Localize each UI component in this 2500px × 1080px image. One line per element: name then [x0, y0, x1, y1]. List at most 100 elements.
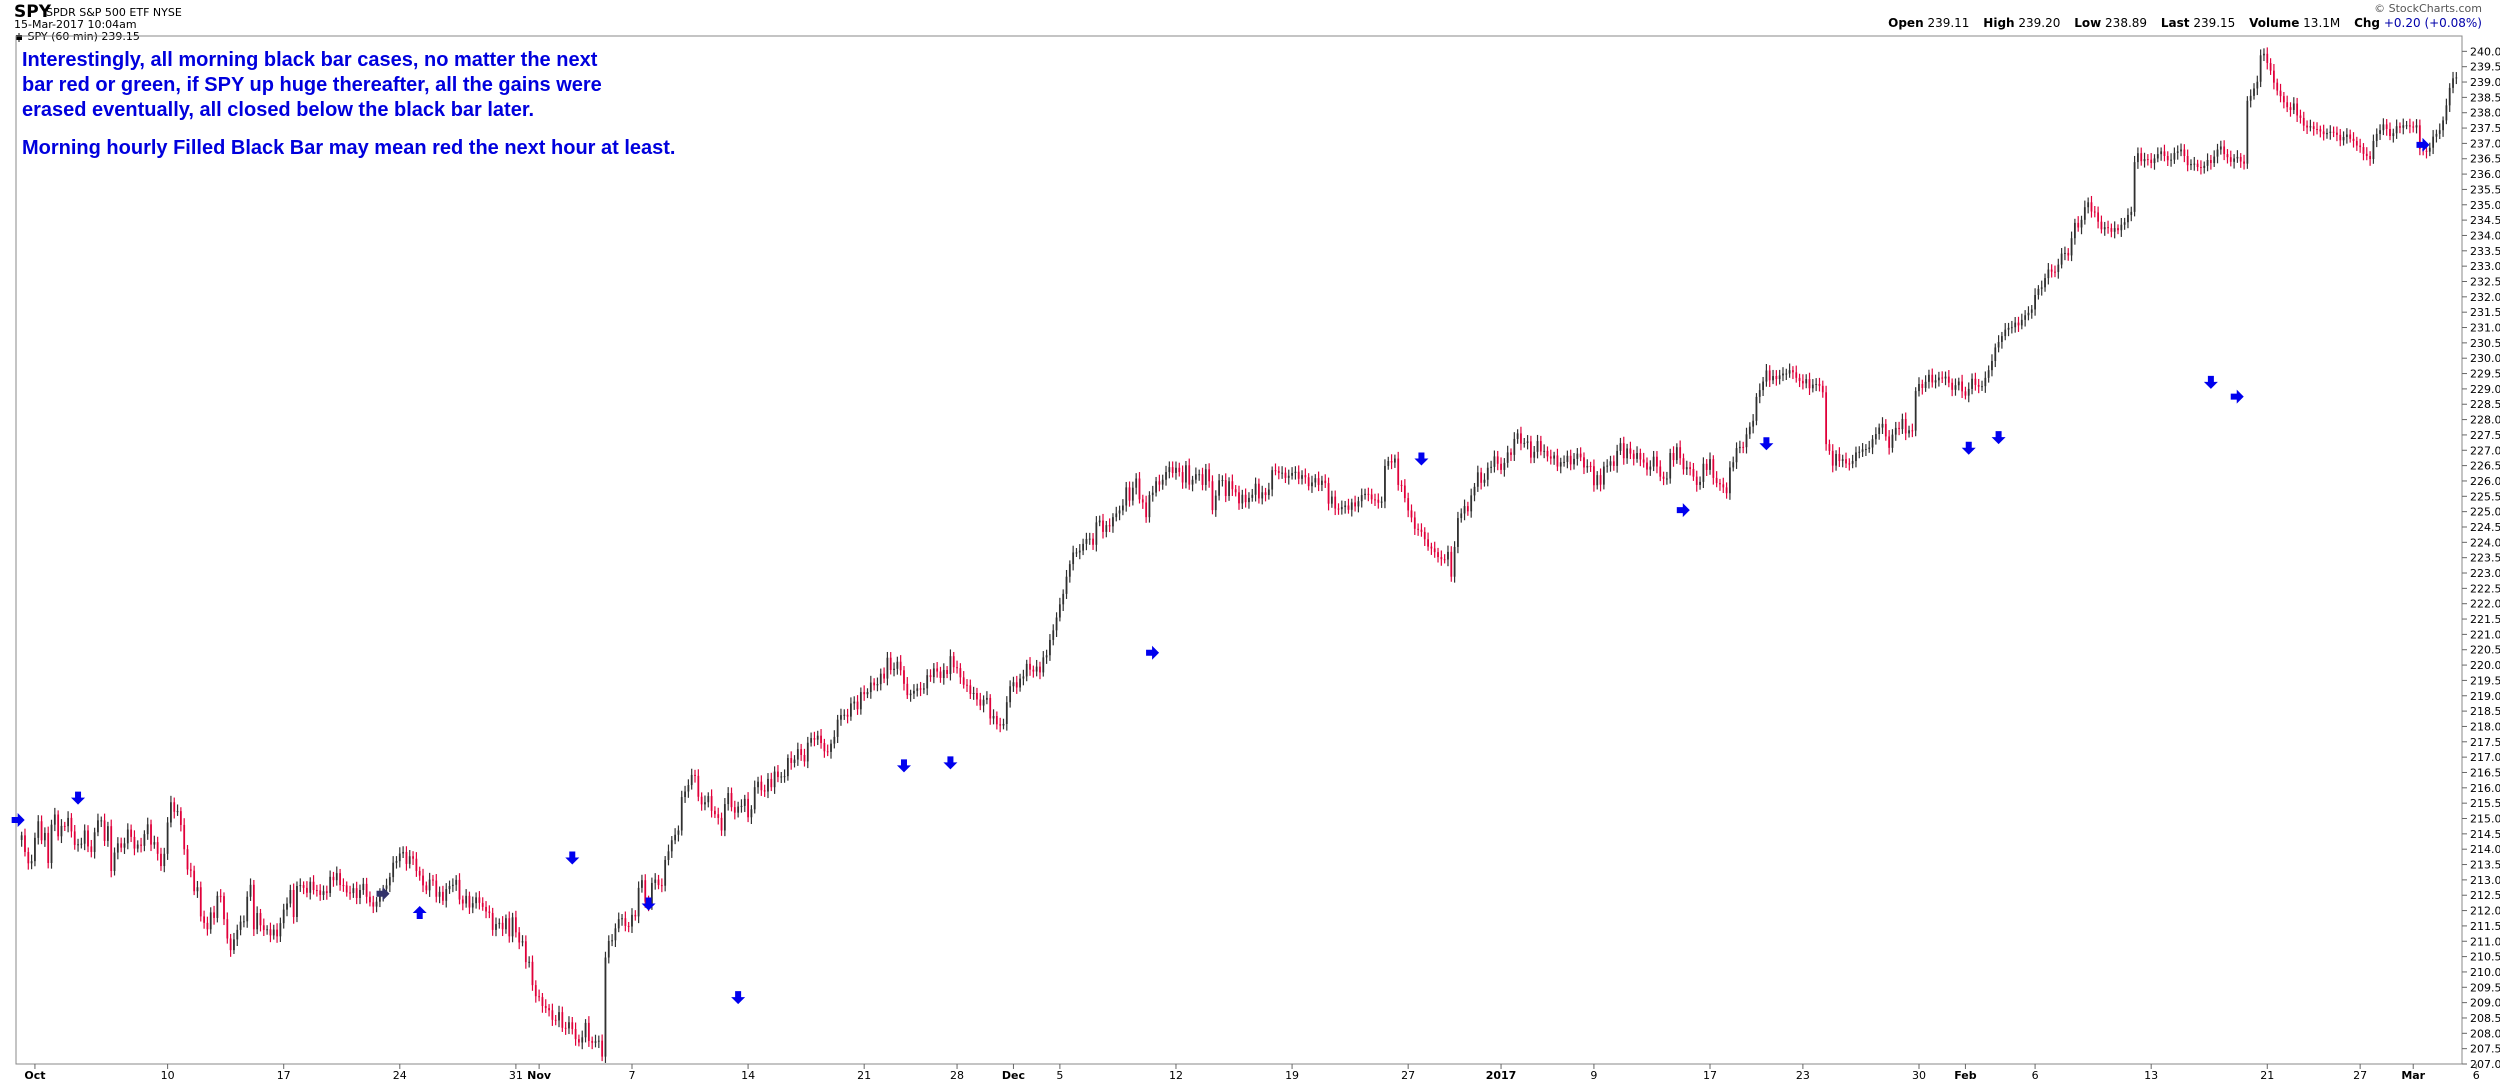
candle-body	[883, 673, 885, 679]
candle-body	[1022, 676, 1025, 679]
candle-body	[2110, 228, 2113, 232]
candle-body	[1407, 498, 1410, 511]
y-tick-label: 232.5	[2470, 275, 2500, 288]
candle-body	[1951, 382, 1954, 390]
candle-body	[1088, 538, 1091, 540]
candle-body	[830, 743, 832, 752]
candle-body	[1330, 496, 1333, 504]
annotation-arrow-down	[71, 791, 86, 805]
candle-body	[976, 692, 978, 700]
x-tick-label: 31	[509, 1069, 523, 1080]
y-tick-label: 213.5	[2470, 859, 2500, 872]
candle-body	[1851, 461, 1854, 464]
y-tick-label: 208.5	[2470, 1012, 2500, 1025]
candle-body	[375, 901, 378, 907]
candle-body	[1911, 430, 1914, 432]
candle-body	[2213, 156, 2216, 164]
y-tick-label: 230.5	[2470, 337, 2500, 350]
candle-body	[1662, 476, 1665, 479]
candle-body	[836, 719, 839, 737]
candle-body	[1072, 552, 1075, 565]
candle-body	[2067, 252, 2070, 256]
candle-body	[40, 821, 43, 841]
candle-body	[2362, 147, 2365, 154]
candle-body	[1377, 499, 1380, 503]
candle-body	[2409, 125, 2411, 127]
y-tick-label: 211.0	[2470, 935, 2500, 948]
candle-body	[757, 781, 759, 788]
candle-body	[1138, 478, 1141, 500]
candle-body	[488, 911, 491, 914]
candle-body	[481, 902, 484, 907]
x-tick-label: 17	[277, 1069, 291, 1080]
candle-body	[461, 899, 464, 904]
candle-body	[1795, 372, 1798, 378]
candle-body	[750, 809, 753, 818]
candle-body	[551, 1010, 554, 1020]
y-tick-label: 231.5	[2470, 306, 2500, 319]
candle-body	[1201, 474, 1204, 485]
candle-body	[415, 858, 418, 871]
x-tick-label: 28	[950, 1069, 964, 1080]
y-tick-label: 232.0	[2470, 291, 2500, 304]
candle-body	[186, 849, 189, 870]
candle-body	[707, 796, 710, 803]
candle-body	[720, 817, 723, 831]
candle-body	[193, 870, 196, 892]
candle-body	[1586, 465, 1589, 468]
candle-body	[1297, 471, 1300, 479]
candle-body	[335, 873, 338, 881]
candle-body	[1692, 468, 1695, 477]
y-tick-label: 214.0	[2470, 843, 2500, 856]
candle-body	[2127, 214, 2129, 223]
candle-body	[1934, 380, 1937, 383]
candle-body	[1228, 481, 1230, 496]
y-tick-label: 235.5	[2470, 183, 2500, 196]
candle-body	[889, 657, 892, 670]
candle-body	[1294, 471, 1297, 473]
candle-body	[239, 921, 242, 930]
candle-body	[886, 657, 889, 679]
candle-body	[153, 842, 156, 845]
candle-body	[309, 881, 312, 893]
ticker-symbol: SPY	[14, 2, 52, 22]
candle-body	[1748, 426, 1751, 435]
candle-body	[296, 886, 298, 918]
candle-body	[2253, 88, 2255, 96]
candle-body	[544, 1006, 547, 1009]
candle-body	[24, 835, 26, 852]
candle-body	[1178, 467, 1181, 473]
candle-body	[1460, 513, 1463, 519]
candle-body	[2064, 252, 2066, 254]
candle-body	[1599, 475, 1602, 485]
chg-label: Chg	[2354, 16, 2381, 30]
candle-body	[491, 913, 494, 930]
candle-body	[2080, 219, 2083, 228]
candle-body	[2339, 134, 2342, 141]
candle-body	[1360, 495, 1363, 502]
candle-body	[272, 929, 275, 936]
candle-body	[1480, 472, 1483, 483]
candle-body	[1188, 465, 1191, 485]
candle-body	[279, 923, 282, 937]
candle-body	[1768, 370, 1771, 381]
candle-body	[1516, 433, 1519, 439]
x-tick-label: Dec	[1002, 1069, 1025, 1080]
candle-body	[1533, 451, 1536, 458]
candle-body	[1825, 392, 1828, 445]
exchange: NYSE	[152, 6, 182, 19]
candle-body	[641, 880, 643, 888]
candle-body	[1002, 723, 1005, 726]
candle-body	[2329, 131, 2332, 133]
candle-body	[2418, 125, 2421, 149]
candle-body	[568, 1022, 570, 1029]
candle-body	[1556, 455, 1559, 467]
candle-body	[1500, 463, 1502, 470]
x-tick-label: 13	[2144, 1069, 2158, 1080]
candle-body	[1888, 436, 1891, 448]
candle-body	[1639, 453, 1642, 460]
candle-body	[2296, 103, 2299, 116]
candle-body	[700, 796, 703, 805]
candle-body	[936, 668, 939, 672]
x-tick-label: 2017	[1486, 1069, 1517, 1080]
